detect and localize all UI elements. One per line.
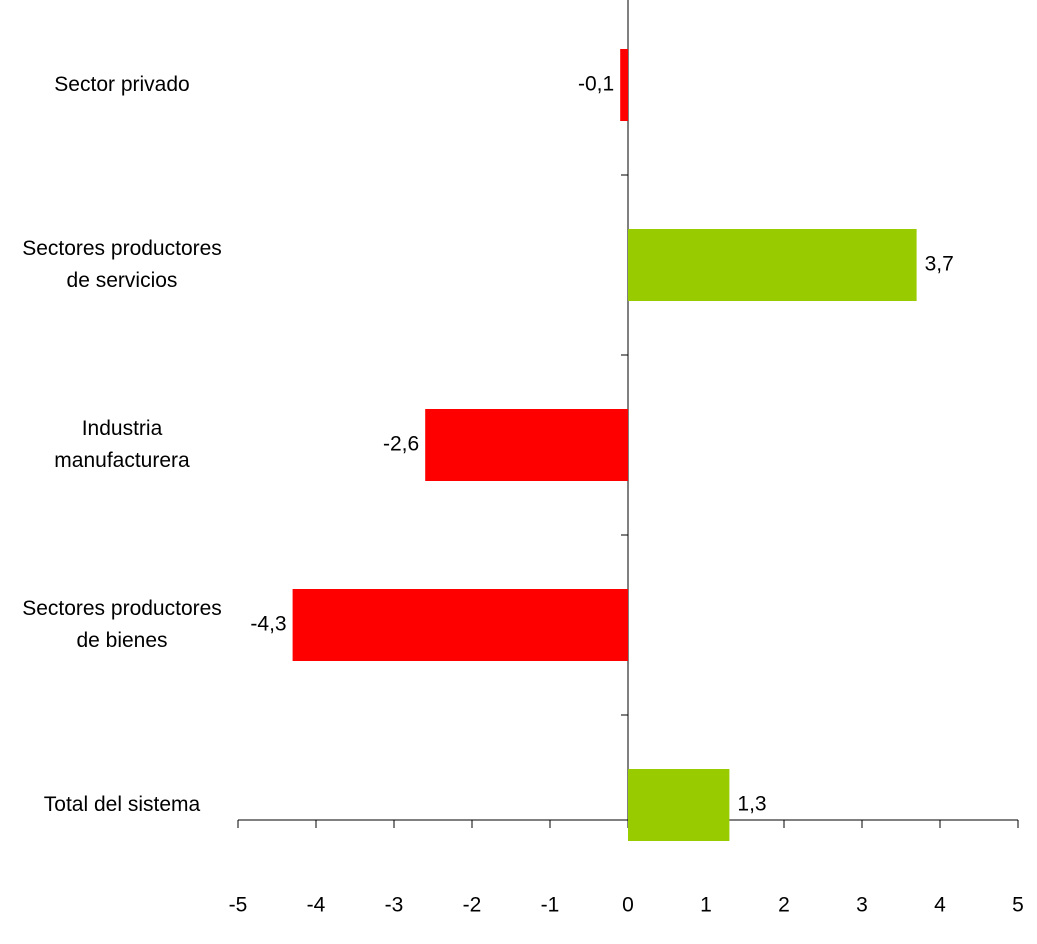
x-tick-label: 1 bbox=[700, 894, 712, 917]
bar bbox=[628, 229, 917, 301]
x-tick-label: 3 bbox=[856, 894, 868, 917]
x-tick-label: -5 bbox=[229, 894, 248, 917]
bar bbox=[628, 769, 730, 841]
x-tick-label: 4 bbox=[934, 894, 946, 917]
x-tick-label: -2 bbox=[463, 894, 482, 917]
y-tick-label: Sector privado bbox=[54, 73, 190, 96]
value-label: -4,3 bbox=[250, 613, 286, 636]
x-tick-label: 2 bbox=[778, 894, 790, 917]
x-tick-label: 5 bbox=[1012, 894, 1024, 917]
value-label: 3,7 bbox=[925, 253, 954, 276]
value-label: -2,6 bbox=[383, 433, 419, 456]
y-tick-label: Industria manufacturera bbox=[54, 417, 190, 472]
y-tick-label: Sectores productores de bienes bbox=[22, 597, 222, 652]
bar bbox=[292, 589, 628, 661]
x-tick-label: 0 bbox=[622, 894, 634, 917]
y-tick-label: Sectores productores de servicios bbox=[22, 237, 222, 292]
value-label: -0,1 bbox=[578, 73, 614, 96]
x-tick-label: -1 bbox=[541, 894, 560, 917]
bar bbox=[620, 49, 628, 121]
y-tick-label: Total del sistema bbox=[43, 793, 201, 816]
value-label: 1,3 bbox=[737, 793, 766, 816]
x-tick-label: -3 bbox=[385, 894, 404, 917]
bar bbox=[425, 409, 628, 481]
x-tick-label: -4 bbox=[307, 894, 326, 917]
